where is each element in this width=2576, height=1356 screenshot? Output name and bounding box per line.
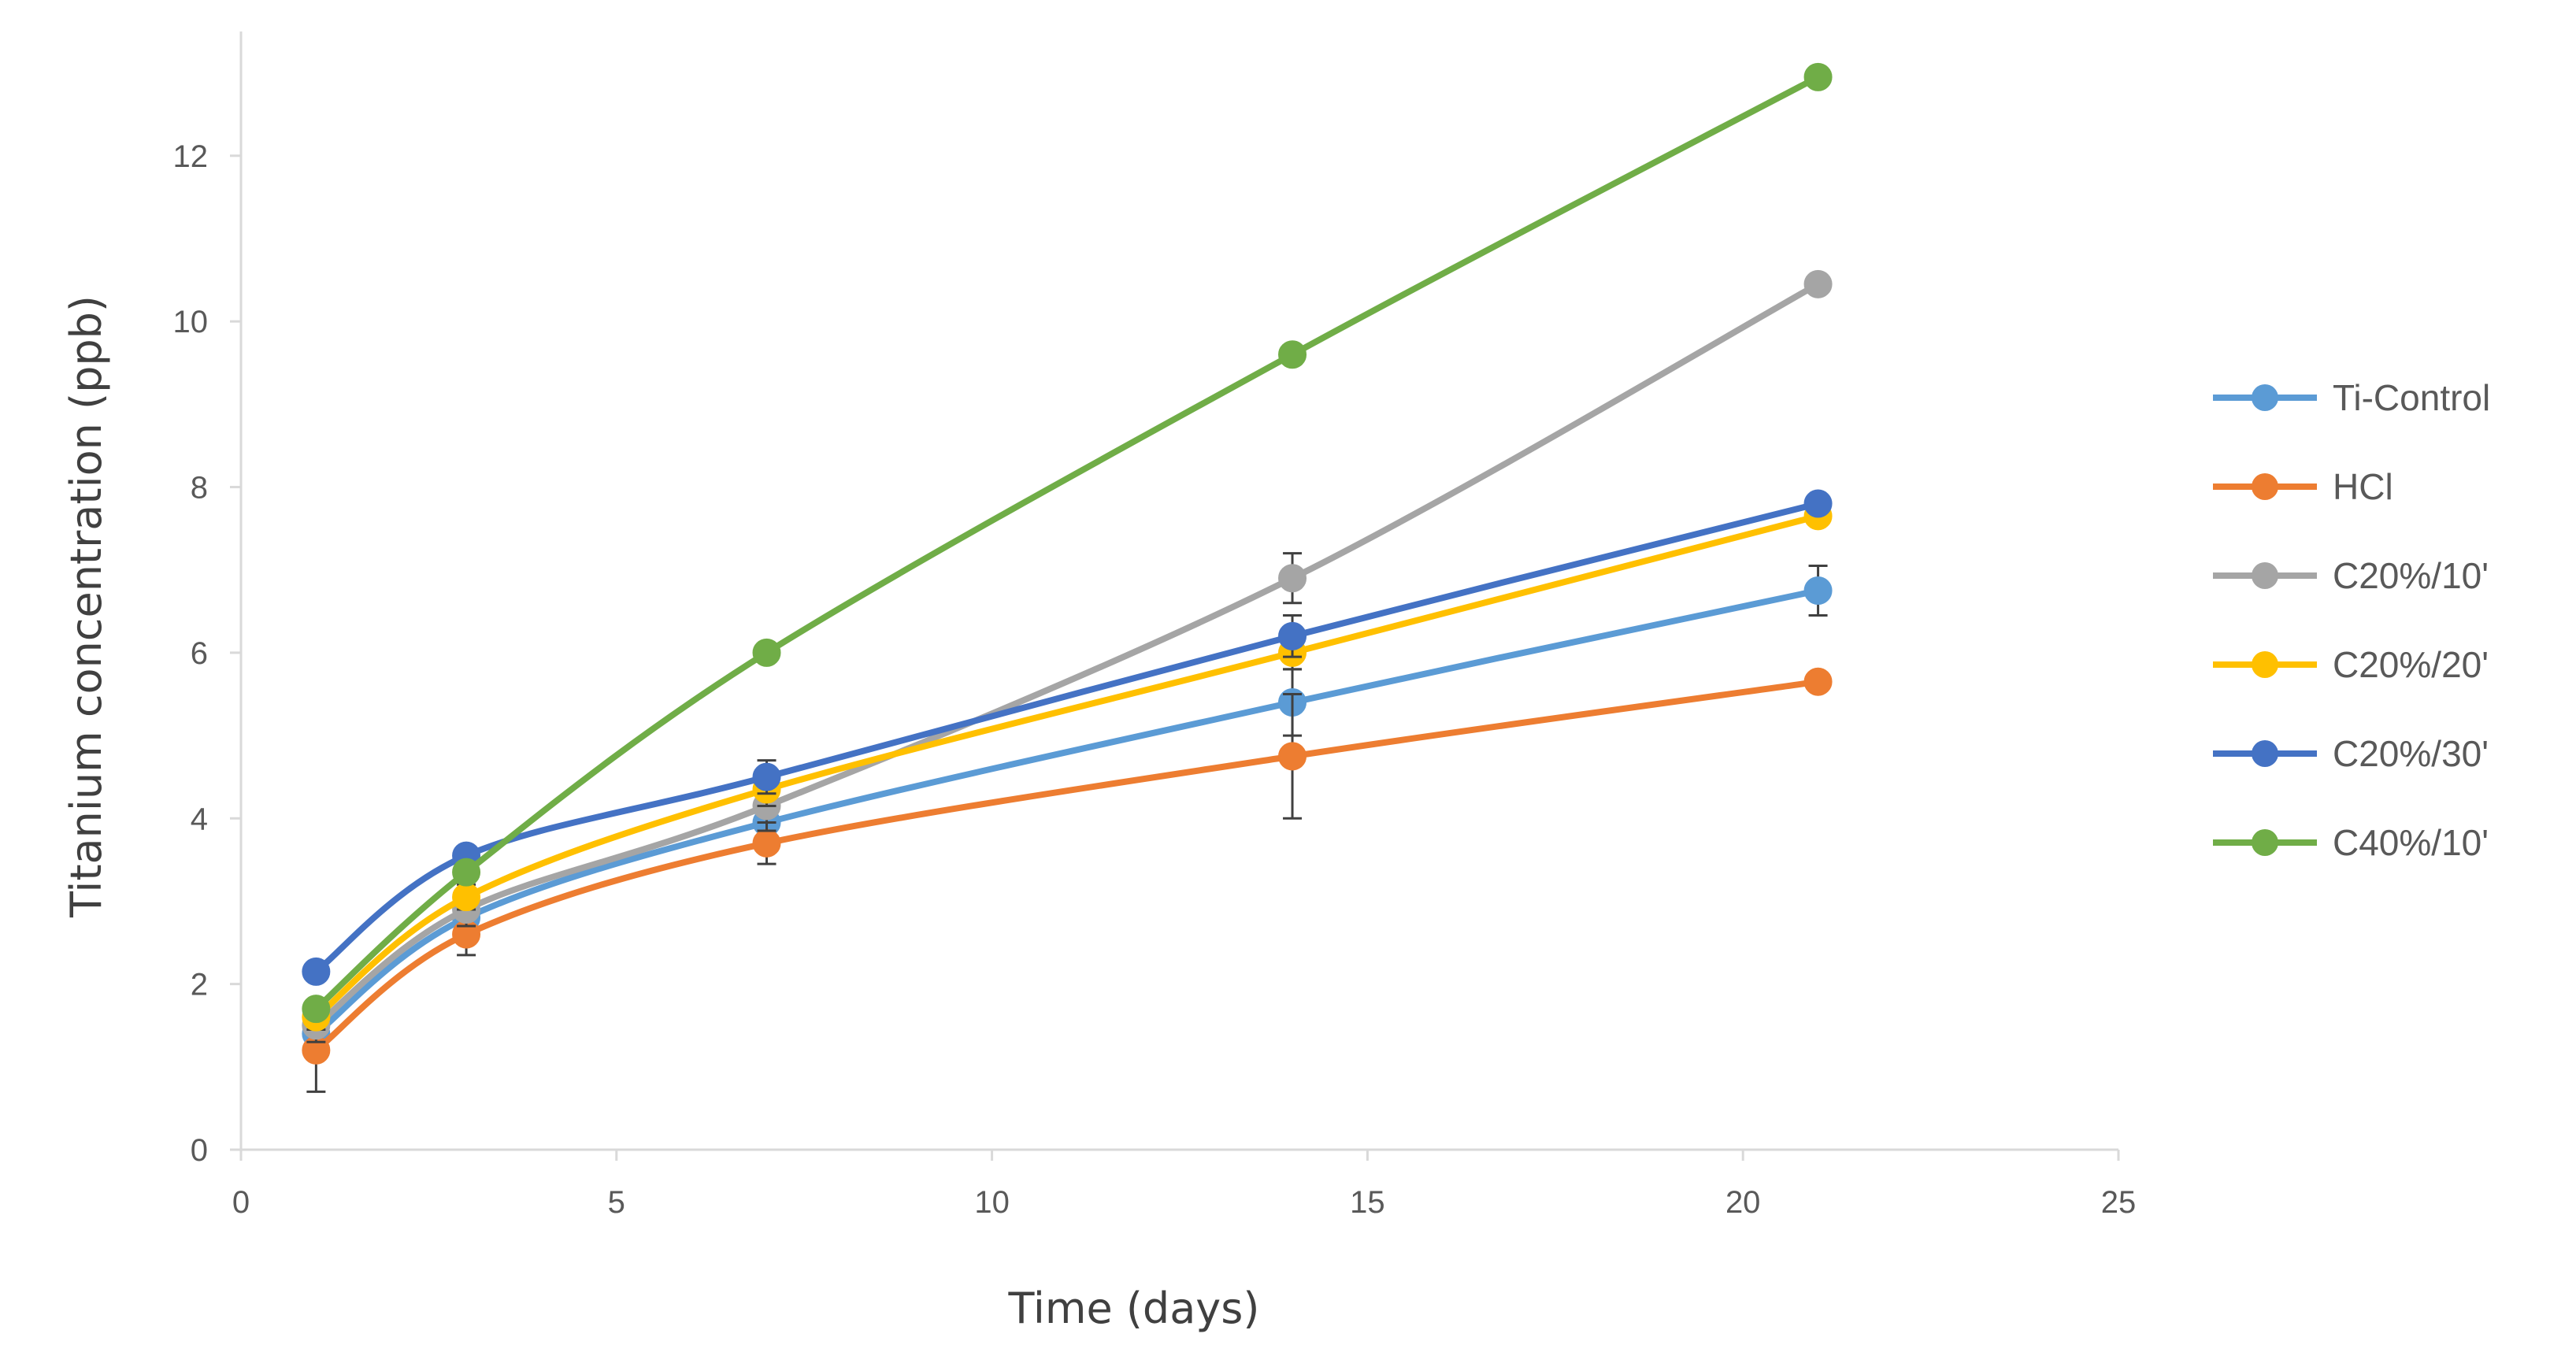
data-point xyxy=(752,638,781,667)
legend-item: Ti-Control xyxy=(2213,377,2490,418)
series-layer xyxy=(302,62,1833,1093)
series-C20%/10' xyxy=(302,269,1833,1043)
y-tick-label: 10 xyxy=(173,305,209,339)
legend-item: C40%/10' xyxy=(2213,822,2489,863)
y-tick-label: 0 xyxy=(191,1133,208,1168)
data-point xyxy=(1278,621,1307,650)
x-tick-label: 0 xyxy=(232,1185,250,1220)
data-point xyxy=(452,858,481,887)
x-tick-label: 25 xyxy=(2101,1185,2137,1220)
axes: 0 5 10 15 20 25 0 2 4 6 8 10 12 xyxy=(173,31,2137,1220)
legend-label: Ti-Control xyxy=(2333,377,2490,418)
y-tick-label: 12 xyxy=(173,139,209,174)
y-tick-label: 6 xyxy=(191,636,208,671)
legend-label: C40%/10' xyxy=(2333,822,2489,863)
data-point xyxy=(1803,269,1833,298)
series-Ti-Control xyxy=(302,564,1833,1052)
y-axis-title: Titanium concentration (ppb) xyxy=(61,295,111,918)
y-tick-label: 2 xyxy=(191,968,208,1002)
legend-item: C20%/20' xyxy=(2213,644,2489,685)
data-point xyxy=(302,995,331,1024)
legend-item: C20%/30' xyxy=(2213,733,2489,774)
legend-item: HCl xyxy=(2213,466,2393,507)
legend-marker xyxy=(2252,829,2278,856)
legend-label: C20%/20' xyxy=(2333,644,2489,685)
legend: Ti-Control HCl C20%/10' C20%/20' C20%/30' C40… xyxy=(2213,377,2490,863)
series-line xyxy=(313,513,1822,1021)
data-point xyxy=(752,828,781,858)
series-line xyxy=(313,73,1822,1013)
legend-label: C20%/10' xyxy=(2333,555,2489,596)
series-HCl xyxy=(302,667,1833,1093)
legend-marker xyxy=(2252,384,2278,411)
data-point xyxy=(1803,62,1833,91)
legend-item: C20%/10' xyxy=(2213,555,2489,596)
data-point xyxy=(1278,742,1307,771)
x-tick-label: 15 xyxy=(1350,1185,1385,1220)
data-point xyxy=(1803,667,1833,696)
legend-marker xyxy=(2252,562,2278,589)
data-point xyxy=(1278,340,1307,369)
x-tick-label: 10 xyxy=(974,1185,1010,1220)
legend-marker xyxy=(2252,651,2278,678)
series-line xyxy=(313,280,1822,1029)
y-tick-label: 8 xyxy=(191,471,208,506)
x-axis-title: Time (days) xyxy=(1008,1284,1260,1333)
legend-marker xyxy=(2252,740,2278,767)
legend-label: HCl xyxy=(2333,466,2393,507)
series-C40%/10' xyxy=(302,62,1833,1024)
data-point xyxy=(1278,564,1307,593)
legend-marker xyxy=(2252,473,2278,500)
data-point xyxy=(1803,489,1833,518)
legend-label: C20%/30' xyxy=(2333,733,2489,774)
data-point xyxy=(302,957,331,986)
series-C20%/20' xyxy=(302,502,1833,1032)
data-point xyxy=(752,762,781,791)
x-tick-label: 5 xyxy=(608,1185,625,1220)
data-point xyxy=(1803,576,1833,605)
data-point xyxy=(452,883,481,912)
y-tick-label: 4 xyxy=(191,802,208,836)
x-tick-label: 20 xyxy=(1725,1185,1761,1220)
